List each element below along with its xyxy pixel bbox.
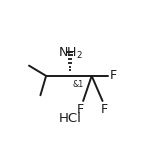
Text: F: F <box>76 103 84 116</box>
Text: &1: &1 <box>72 80 84 89</box>
Text: HCl: HCl <box>59 112 81 125</box>
Text: NH$_2$: NH$_2$ <box>58 46 82 61</box>
Text: F: F <box>109 69 117 82</box>
Text: F: F <box>100 103 108 116</box>
